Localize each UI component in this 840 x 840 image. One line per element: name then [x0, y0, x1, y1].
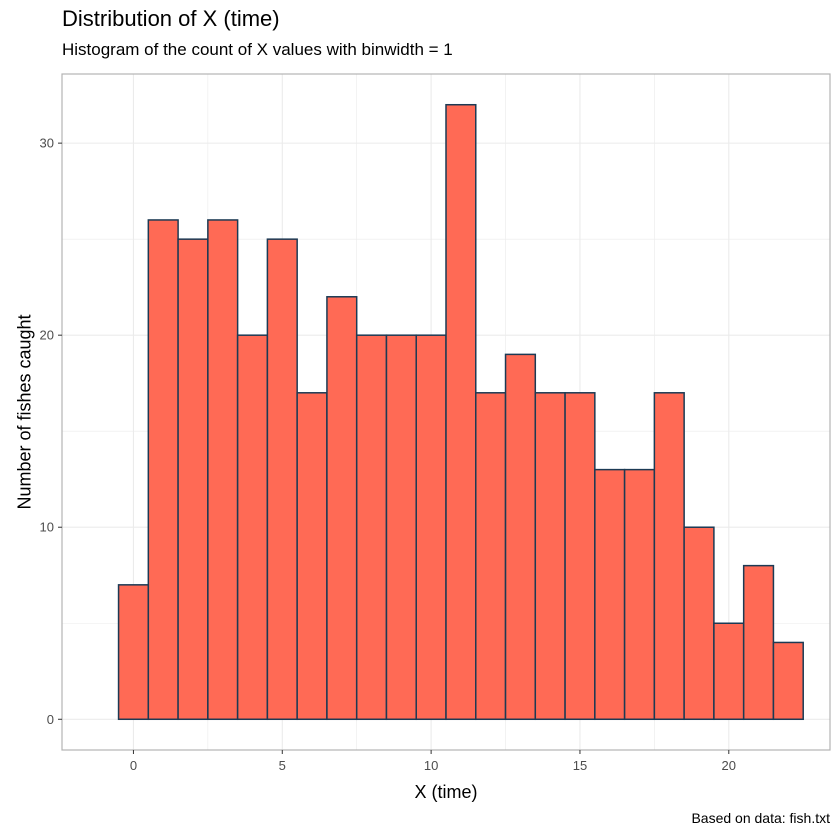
chart-caption: Based on data: fish.txt — [691, 810, 830, 826]
y-tick-label: 20 — [40, 328, 54, 343]
histogram-bar — [534, 392, 566, 721]
y-tick-label: 30 — [40, 136, 54, 151]
histogram-bar — [326, 296, 358, 721]
histogram-bar — [623, 468, 656, 721]
histogram-bar — [772, 641, 804, 721]
histogram-bar — [504, 353, 537, 721]
x-tick-label: 5 — [279, 758, 286, 773]
x-tick-label: 15 — [573, 758, 587, 773]
histogram-bar — [355, 334, 388, 721]
histogram-bar — [445, 103, 477, 721]
y-tick-label: 10 — [40, 520, 54, 535]
histogram-bar — [564, 392, 596, 721]
histogram-bar — [236, 334, 269, 721]
x-tick-label: 20 — [722, 758, 736, 773]
histogram-bar — [415, 334, 447, 721]
histogram-bar — [296, 392, 328, 721]
histogram-bar — [266, 238, 298, 721]
x-axis-ticks: 0 5 10 15 20 — [130, 750, 736, 773]
histogram-bar — [653, 392, 685, 721]
chart-title: Distribution of X (time) — [62, 6, 280, 31]
histogram-bar — [177, 238, 209, 721]
histogram-bar — [594, 468, 626, 721]
bars — [117, 103, 804, 721]
histogram-bar — [385, 334, 417, 721]
histogram-bar — [117, 584, 150, 721]
histogram-bar — [147, 219, 179, 721]
x-tick-label: 10 — [424, 758, 438, 773]
y-tick-label: 0 — [47, 712, 54, 727]
x-axis-title: X (time) — [415, 782, 478, 802]
histogram-bar — [713, 622, 745, 721]
histogram-bar — [207, 219, 239, 721]
y-axis-title: Number of fishes caught — [14, 314, 34, 509]
histogram-bar — [742, 564, 775, 721]
x-tick-label: 0 — [130, 758, 137, 773]
histogram-bar — [475, 392, 507, 721]
panel-border — [61, 73, 831, 751]
y-axis-ticks: 0 10 20 30 — [40, 136, 62, 727]
chart-subtitle: Histogram of the count of X values with … — [62, 40, 453, 59]
histogram-bar — [683, 526, 715, 721]
